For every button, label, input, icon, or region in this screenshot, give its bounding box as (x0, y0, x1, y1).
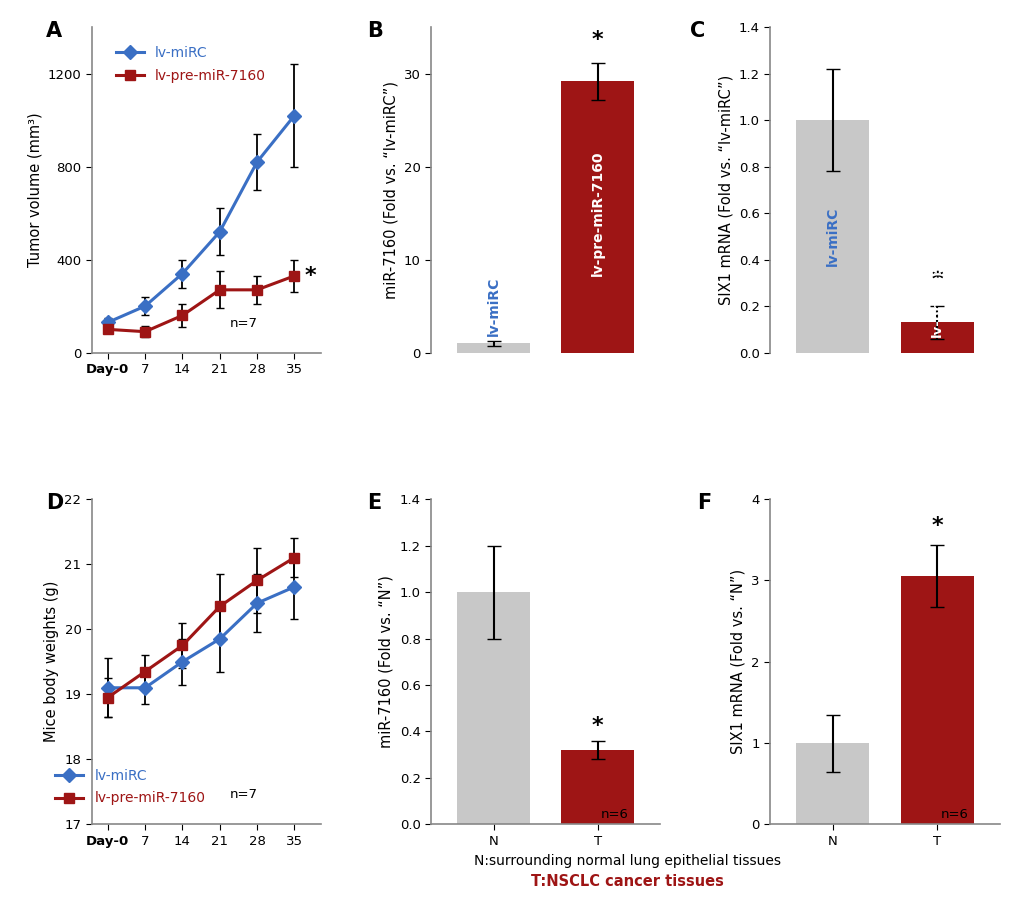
Bar (457, 592, 530, 824)
Text: n=7: n=7 (229, 788, 257, 802)
Text: C: C (690, 21, 705, 41)
Text: A: A (46, 21, 62, 41)
Bar (560, 82, 634, 352)
Bar (796, 743, 868, 824)
Text: n=7: n=7 (229, 316, 257, 330)
Bar (900, 576, 972, 824)
Text: T:NSCLC cancer tissues: T:NSCLC cancer tissues (530, 874, 723, 889)
Text: n=6: n=6 (600, 808, 629, 821)
Text: lv-pre-miR-7160: lv-pre-miR-7160 (590, 150, 604, 276)
Legend: lv-miRC, lv-pre-miR-7160: lv-miRC, lv-pre-miR-7160 (50, 764, 211, 811)
Y-axis label: miR-7160 (Fold vs. “lv-miRC”): miR-7160 (Fold vs. “lv-miRC”) (383, 81, 397, 299)
Text: lv-miRC: lv-miRC (825, 207, 839, 266)
Y-axis label: SIX1 mRNA (Fold vs. “N”): SIX1 mRNA (Fold vs. “N”) (731, 569, 745, 755)
Text: D: D (46, 493, 63, 513)
Y-axis label: miR-7160 (Fold vs. “N”): miR-7160 (Fold vs. “N”) (379, 575, 393, 748)
Text: n=6: n=6 (940, 808, 967, 821)
Text: F: F (696, 493, 710, 513)
Bar (900, 323, 972, 352)
Y-axis label: Tumor volume (mm³): Tumor volume (mm³) (28, 112, 42, 267)
Bar (560, 750, 634, 824)
Text: lv-pre-miR-7160: lv-pre-miR-7160 (929, 217, 943, 338)
Y-axis label: Mice body weights (g): Mice body weights (g) (44, 581, 59, 742)
Bar (457, 343, 530, 352)
Y-axis label: SIX1 mRNA (Fold vs. “lv-miRC”): SIX1 mRNA (Fold vs. “lv-miRC”) (717, 75, 733, 305)
Text: E: E (367, 493, 381, 513)
Bar (796, 120, 868, 352)
Text: *: * (305, 265, 316, 286)
Text: *: * (591, 31, 603, 51)
Text: lv-miRC: lv-miRC (486, 276, 500, 336)
Text: B: B (367, 21, 382, 41)
Text: N:surrounding normal lung epithelial tissues: N:surrounding normal lung epithelial tis… (474, 854, 780, 868)
Legend: lv-miRC, lv-pre-miR-7160: lv-miRC, lv-pre-miR-7160 (110, 41, 271, 88)
Text: *: * (930, 516, 942, 535)
Text: *: * (591, 716, 603, 737)
Text: *: * (930, 270, 942, 290)
